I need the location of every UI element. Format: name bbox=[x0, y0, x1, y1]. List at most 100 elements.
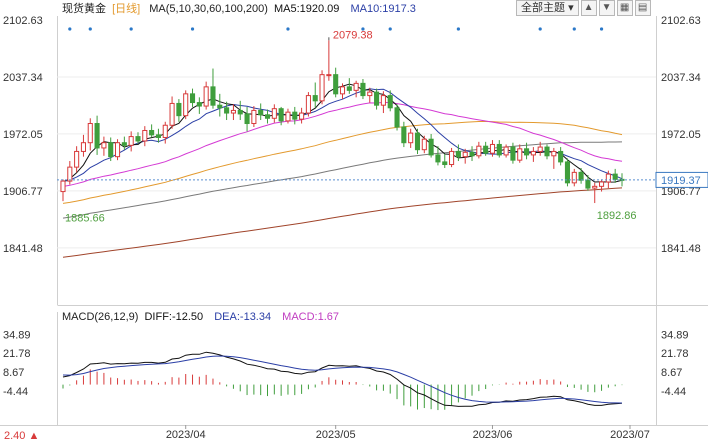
event-marker bbox=[572, 27, 576, 31]
candle-body bbox=[67, 166, 73, 182]
ma10-value: MA10:1917.3 bbox=[350, 3, 415, 15]
candle-body bbox=[264, 114, 271, 119]
status-gain: 2.40 ▲ bbox=[4, 430, 39, 442]
candle-body bbox=[278, 108, 284, 122]
macd-tick-label-left: 34.89 bbox=[3, 329, 31, 341]
event-marker bbox=[286, 27, 290, 31]
candle-body bbox=[408, 132, 414, 144]
dea-line bbox=[62, 355, 623, 404]
candle-body bbox=[367, 91, 373, 97]
candle-body bbox=[271, 108, 277, 119]
candle-body bbox=[449, 150, 455, 166]
date-tick-label: 2023/07 bbox=[610, 429, 650, 441]
price-tick-label-right: 2102.63 bbox=[661, 15, 701, 27]
macd-tick-label-left: -4.44 bbox=[3, 386, 28, 398]
menu-button[interactable]: ▤ bbox=[634, 0, 651, 16]
event-marker bbox=[388, 27, 392, 31]
price-tick-label-left: 1906.77 bbox=[3, 186, 43, 198]
layout-button[interactable]: ▦ bbox=[616, 0, 633, 16]
candle-body bbox=[353, 82, 359, 91]
period-label: [日线] bbox=[112, 1, 140, 15]
candle-body bbox=[585, 179, 591, 189]
grid bbox=[57, 76, 656, 249]
macd-axis: 34.89 34.89 21.78 21.78 8.67 8.67 -4.44 -4.44 bbox=[3, 329, 689, 398]
macd-title: MACD(26,12,9) bbox=[62, 311, 138, 323]
event-markers bbox=[68, 27, 604, 31]
candle-body bbox=[87, 123, 93, 144]
candle-body bbox=[346, 86, 352, 91]
macd-tick-label-left: 8.67 bbox=[3, 367, 24, 379]
candle-body bbox=[571, 171, 577, 184]
candle-body bbox=[428, 138, 434, 156]
candle-body bbox=[217, 104, 223, 109]
ma-settings: MA(5,10,30,60,100,200) bbox=[149, 3, 268, 15]
candle-body bbox=[339, 86, 346, 95]
candle-body bbox=[101, 142, 107, 149]
candle-body bbox=[244, 113, 250, 125]
candle-body bbox=[210, 86, 216, 106]
candle-body bbox=[387, 95, 393, 109]
candle-body bbox=[435, 154, 441, 163]
candle-body bbox=[455, 150, 461, 158]
candle-body bbox=[142, 129, 148, 142]
candle-body bbox=[60, 180, 66, 193]
candle-body bbox=[237, 109, 243, 115]
candle-body bbox=[380, 95, 386, 106]
candle-body bbox=[489, 143, 496, 154]
event-marker bbox=[456, 27, 460, 31]
candle-body bbox=[128, 136, 134, 146]
diff-line bbox=[62, 351, 623, 407]
candle-body bbox=[155, 134, 161, 138]
toolbar: 全部主题 ▾ ▲ ▼ ▦ ▤ bbox=[516, 0, 651, 16]
date-tick-label: 2023/06 bbox=[473, 429, 513, 441]
move-up-button[interactable]: ▲ bbox=[580, 0, 597, 16]
candle-body bbox=[203, 86, 209, 107]
candle-body bbox=[305, 95, 311, 114]
candle-body bbox=[414, 132, 421, 151]
candle-body bbox=[530, 150, 536, 156]
ma60-line bbox=[62, 121, 623, 204]
event-marker bbox=[361, 27, 365, 31]
price-tick-label-left: 1841.48 bbox=[3, 243, 43, 255]
price-tick-label-right: 1972.05 bbox=[661, 129, 701, 141]
candle-body bbox=[251, 109, 257, 125]
event-marker bbox=[538, 27, 542, 31]
candle-body bbox=[544, 146, 550, 157]
candle-body bbox=[326, 74, 332, 77]
candle-body bbox=[114, 142, 121, 158]
price-tick-label-left: 2102.63 bbox=[3, 15, 43, 27]
candle-body bbox=[74, 150, 80, 168]
candle-body bbox=[333, 74, 339, 95]
event-marker bbox=[599, 27, 604, 31]
event-marker bbox=[88, 27, 92, 31]
price-tick-label-right: 1841.48 bbox=[661, 243, 701, 255]
candle-body bbox=[524, 148, 530, 156]
candle-body bbox=[476, 145, 482, 157]
price-tick-label-right: 1906.77 bbox=[661, 186, 701, 198]
candle-body bbox=[258, 109, 264, 116]
ma100-line bbox=[62, 141, 623, 219]
macd-tick-label-right: 8.67 bbox=[661, 367, 682, 379]
candle-body bbox=[162, 124, 168, 138]
move-down-button[interactable]: ▼ bbox=[598, 0, 615, 16]
candle-body bbox=[483, 145, 489, 154]
current-price-value: 1919.37 bbox=[661, 175, 701, 187]
candle-body bbox=[196, 102, 202, 107]
date-axis: 2023/04 2023/05 2023/06 2023/07 bbox=[166, 425, 650, 441]
dea-value: DEA:-13.34 bbox=[214, 311, 271, 323]
ma30-line bbox=[62, 101, 623, 187]
candle-body bbox=[189, 93, 196, 104]
candle-body bbox=[360, 82, 366, 97]
candle-body bbox=[292, 111, 298, 120]
candle-body bbox=[421, 138, 427, 151]
candle-body bbox=[183, 93, 189, 117]
candle-body bbox=[558, 150, 564, 163]
event-marker bbox=[190, 27, 195, 31]
candle-body bbox=[121, 142, 127, 146]
theme-select[interactable]: 全部主题 ▾ bbox=[516, 0, 579, 16]
candle-body bbox=[394, 107, 400, 128]
candle-body bbox=[517, 148, 523, 161]
candle-body bbox=[230, 109, 236, 114]
candle-body bbox=[374, 91, 380, 106]
